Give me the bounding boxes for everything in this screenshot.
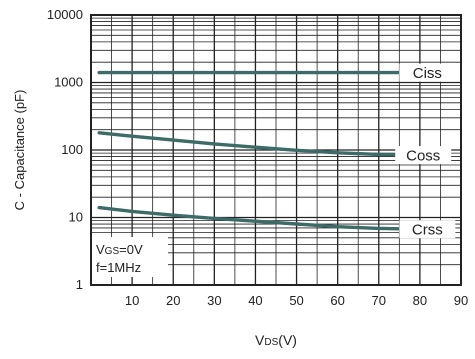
x-axis-label-main: V bbox=[255, 332, 265, 348]
y-axis-label: C - Capacitance (pF) bbox=[12, 90, 27, 211]
x-tick-label: 80 bbox=[413, 293, 427, 308]
x-tick-label: 20 bbox=[166, 293, 180, 308]
x-tick-label: 70 bbox=[372, 293, 386, 308]
label-layer: Ciss Coss Crss bbox=[395, 63, 456, 239]
y-tick-label: 10 bbox=[69, 210, 83, 225]
conditions-box: VGS=0V f=1MHz bbox=[92, 237, 168, 277]
series-label-ciss: Ciss bbox=[413, 65, 442, 82]
y-tick-label: 100 bbox=[61, 142, 83, 157]
y-tick-label: 10000 bbox=[47, 7, 83, 22]
x-tick-label: 50 bbox=[289, 293, 303, 308]
x-axis-label-sub: DS bbox=[264, 337, 278, 348]
series-line-crss bbox=[97, 205, 434, 232]
tick-layer: 10 20 30 40 50 60 70 80 90 1 10 100 1000 10000 bbox=[47, 7, 468, 308]
x-axis-label: VDS(V) bbox=[255, 332, 297, 348]
series-layer bbox=[97, 70, 434, 232]
series-label-background bbox=[395, 146, 452, 165]
conditions-line-1-rest: =0V bbox=[119, 242, 143, 257]
conditions-line-1-main: V bbox=[96, 242, 105, 257]
x-tick-label: 30 bbox=[207, 293, 221, 308]
series-label-crss: Crss bbox=[412, 222, 443, 239]
x-tick-label: 90 bbox=[454, 293, 468, 308]
x-tick-label: 40 bbox=[248, 293, 262, 308]
y-tick-label: 1000 bbox=[54, 75, 83, 90]
series-label-background bbox=[399, 63, 456, 82]
series-label-coss: Coss bbox=[406, 148, 440, 165]
conditions-line-1-sub: GS bbox=[105, 246, 120, 257]
conditions-line-1: VGS=0V bbox=[96, 242, 143, 257]
x-axis-label-unit: (V) bbox=[278, 332, 297, 348]
x-tick-label: 60 bbox=[330, 293, 344, 308]
plot-frame bbox=[90, 14, 462, 286]
series-line-coss bbox=[97, 131, 434, 157]
series-label-background bbox=[399, 220, 456, 239]
conditions-line-2: f=1MHz bbox=[96, 260, 141, 275]
y-tick-label: 1 bbox=[76, 277, 83, 292]
conditions-background bbox=[92, 237, 168, 277]
x-tick-label: 10 bbox=[125, 293, 139, 308]
